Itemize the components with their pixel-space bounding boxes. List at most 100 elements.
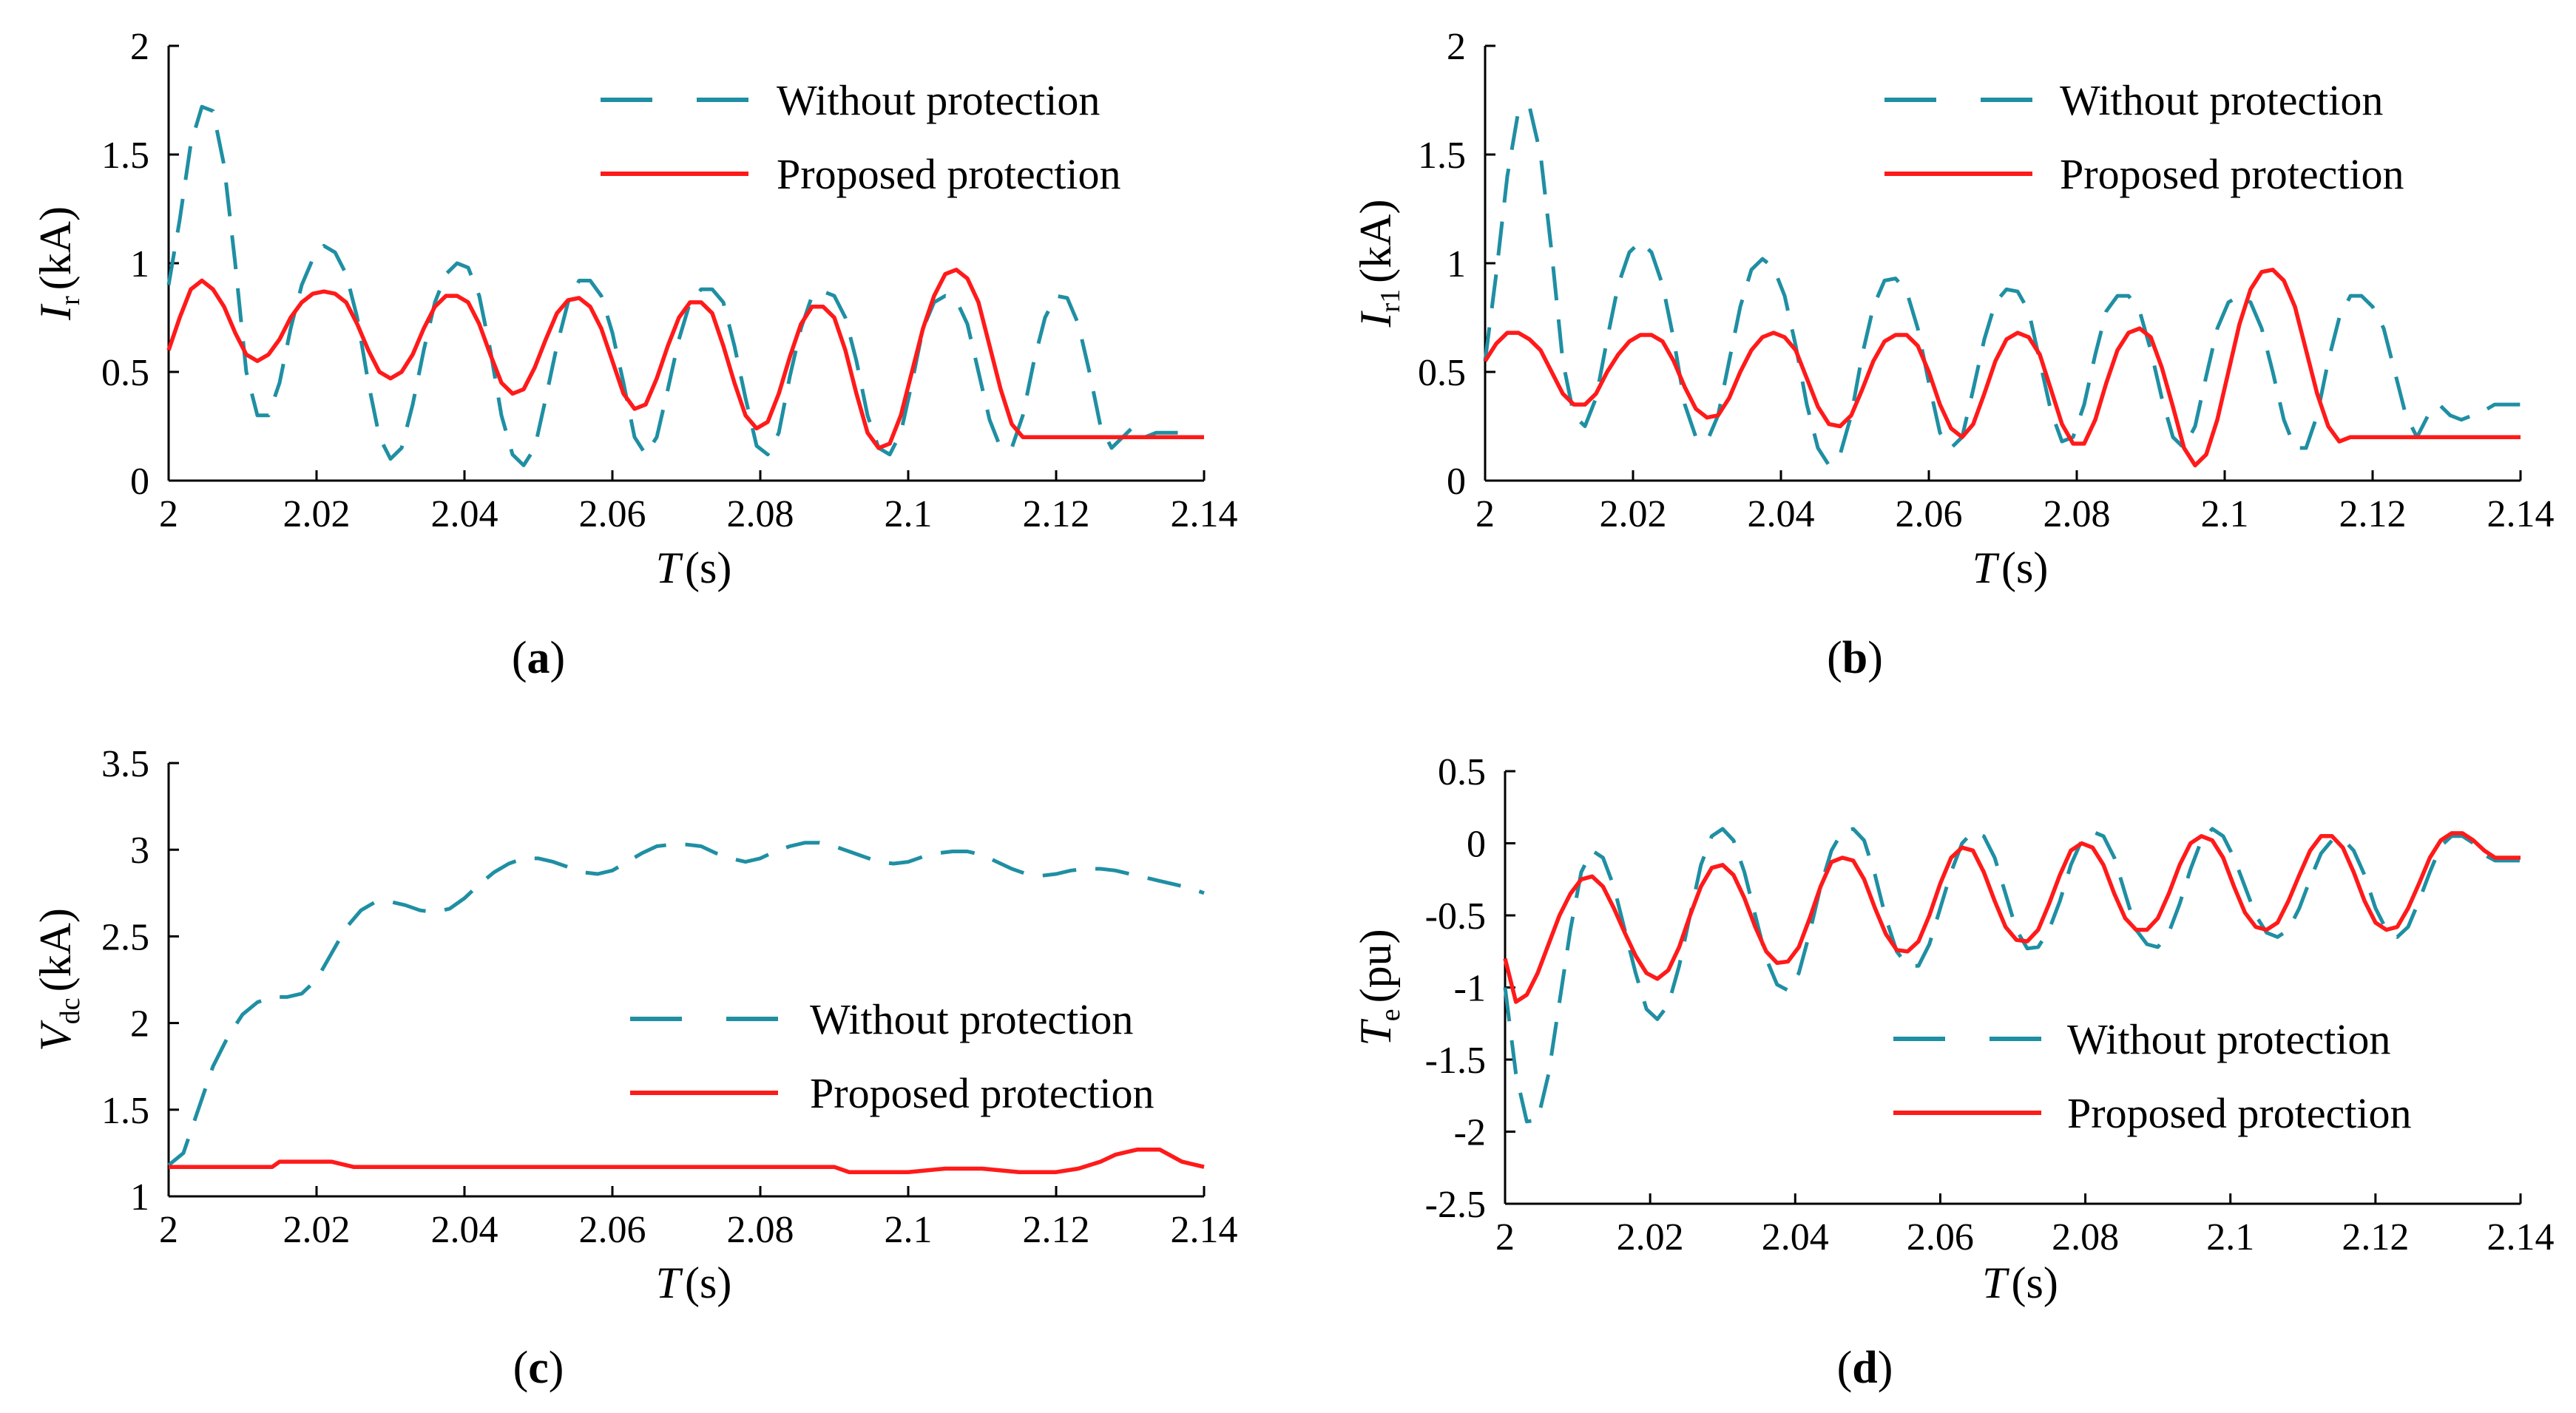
x-tick-label: 2.1 bbox=[885, 493, 933, 535]
x-tick-label: 2.02 bbox=[283, 493, 351, 535]
y-tick-label: 0 bbox=[1447, 461, 1466, 503]
x-tick-label: 2.04 bbox=[431, 493, 498, 535]
x-tick-label: 2.12 bbox=[1023, 493, 1090, 535]
caption-letter: a bbox=[527, 633, 550, 683]
chart-panel-d: 2 2.02 2.04 2.06 2.08 2.1 2.12 2.14 -2.5 -2 -1.5 -1… bbox=[1351, 751, 2555, 1393]
x-tick-label: 2.14 bbox=[2487, 493, 2555, 535]
y-tick-label: 1 bbox=[130, 1176, 149, 1219]
x-axis-label-symbol: T bbox=[1972, 543, 2000, 592]
y-axis-label-unit: (kA) bbox=[31, 908, 80, 992]
x-axis-label-unit: (s) bbox=[685, 543, 731, 592]
y-axis-label-unit: (kA) bbox=[1351, 200, 1400, 283]
x-tick-label: 2 bbox=[1495, 1216, 1515, 1258]
y-axis-label-unit: (pu) bbox=[1351, 929, 1400, 1003]
chart-panel-a: 2 2.02 2.04 2.06 2.08 2.1 2.12 2.14 0 0.5 1 1.5 2 Ir (… bbox=[31, 26, 1238, 683]
panel-caption: (c) bbox=[513, 1343, 564, 1393]
x-tick-label: 2.04 bbox=[1762, 1216, 1829, 1258]
x-tick-label: 2.06 bbox=[1907, 1216, 1974, 1258]
x-tick-label: 2 bbox=[1475, 493, 1495, 535]
y-tick-label: 3 bbox=[130, 830, 149, 872]
x-tick-label: 2.12 bbox=[1023, 1209, 1090, 1251]
series-line-proposed-protection bbox=[1503, 831, 2521, 1004]
x-tick-label: 2.04 bbox=[1748, 493, 1815, 535]
x-tick-label: 2.02 bbox=[1600, 493, 1667, 535]
x-axis-label: T (s) bbox=[656, 543, 732, 592]
x-axis-label-unit: (s) bbox=[2001, 543, 2048, 592]
y-tick-label: 2 bbox=[130, 26, 149, 68]
x-tick-label: 2.14 bbox=[1171, 1209, 1238, 1251]
legend: Without protection Proposed protection bbox=[1893, 1015, 2412, 1137]
caption-close-paren: ) bbox=[549, 1343, 564, 1393]
y-axis-label-subscript: r1 bbox=[1375, 289, 1406, 313]
caption-open-paren: ( bbox=[1827, 633, 1842, 683]
x-tick-label: 2.14 bbox=[2487, 1216, 2555, 1258]
legend: Without protection Proposed protection bbox=[630, 995, 1155, 1117]
y-axis-label-symbol: I bbox=[31, 303, 80, 321]
x-tick-label: 2.1 bbox=[2201, 493, 2249, 535]
legend-label-proposed: Proposed protection bbox=[777, 150, 1121, 198]
x-axis-label: T (s) bbox=[656, 1258, 732, 1307]
y-tick-label: 1.5 bbox=[101, 1090, 149, 1132]
x-axis-label: T (s) bbox=[1982, 1258, 2058, 1307]
x-tick-label: 2 bbox=[159, 1209, 178, 1251]
legend-label-proposed: Proposed protection bbox=[2067, 1089, 2412, 1137]
caption-letter: d bbox=[1852, 1343, 1877, 1393]
x-tick-label: 2.08 bbox=[2052, 1216, 2119, 1258]
x-tick-label: 2.02 bbox=[1617, 1216, 1684, 1258]
series-line-without-protection bbox=[1483, 104, 2521, 467]
legend: Without protection Proposed protection bbox=[601, 76, 1121, 198]
x-axis-label-unit: (s) bbox=[2012, 1258, 2058, 1307]
series-line-without-protection bbox=[166, 104, 1204, 467]
caption-letter: c bbox=[528, 1343, 549, 1393]
y-axis-label: Ir1 (kA) bbox=[1351, 200, 1406, 328]
x-tick-label: 2.08 bbox=[727, 493, 794, 535]
x-tick-label: 2.08 bbox=[2043, 493, 2111, 535]
y-tick-label: -0.5 bbox=[1425, 895, 1486, 938]
y-tick-label: -1.5 bbox=[1425, 1040, 1486, 1082]
caption-open-paren: ( bbox=[513, 1343, 529, 1393]
legend-label-proposed: Proposed protection bbox=[810, 1069, 1155, 1117]
legend-label-without: Without protection bbox=[2067, 1015, 2390, 1063]
y-axis-label-symbol: T bbox=[1351, 1019, 1400, 1046]
caption-close-paren: ) bbox=[1878, 1343, 1893, 1393]
x-axis-label-symbol: T bbox=[1982, 1258, 2009, 1307]
y-tick-label: 0.5 bbox=[1438, 751, 1486, 793]
y-tick-label: 0 bbox=[130, 461, 149, 503]
series-line-proposed-protection bbox=[1483, 268, 2521, 468]
y-axis-label-subscript: r bbox=[55, 296, 86, 305]
caption-open-paren: ( bbox=[1837, 1343, 1853, 1393]
legend: Without protection Proposed protection bbox=[1884, 76, 2404, 198]
legend-label-without: Without protection bbox=[2060, 76, 2383, 124]
y-tick-label: 3.5 bbox=[101, 743, 149, 785]
y-tick-label: 1.5 bbox=[1418, 135, 1466, 177]
y-axis-label-subscript: dc bbox=[55, 997, 86, 1024]
caption-close-paren: ) bbox=[550, 633, 566, 683]
y-tick-label: -2 bbox=[1454, 1112, 1486, 1154]
x-tick-label: 2.06 bbox=[579, 1209, 646, 1251]
y-axis-label-subscript: e bbox=[1375, 1009, 1406, 1021]
chart-panel-c: 2 2.02 2.04 2.06 2.08 2.1 2.12 2.14 1 1.5 2 2.5 3 3.5… bbox=[31, 743, 1238, 1393]
y-axis-label: Ir (kA) bbox=[31, 206, 86, 321]
panel-caption: (a) bbox=[512, 633, 565, 683]
x-tick-label: 2.12 bbox=[2342, 1216, 2409, 1258]
x-tick-label: 2 bbox=[159, 493, 178, 535]
x-tick-label: 2.06 bbox=[579, 493, 646, 535]
y-tick-label: 1.5 bbox=[101, 135, 149, 177]
legend-label-proposed: Proposed protection bbox=[2060, 150, 2404, 198]
legend-label-without: Without protection bbox=[777, 76, 1100, 124]
y-axis-label: Te (pu) bbox=[1351, 929, 1406, 1046]
x-tick-label: 2.02 bbox=[283, 1209, 351, 1251]
x-axis-label-symbol: T bbox=[656, 1258, 683, 1307]
y-tick-label: 1 bbox=[130, 243, 149, 285]
caption-letter: b bbox=[1842, 633, 1867, 683]
x-axis-label-symbol: T bbox=[656, 543, 683, 592]
x-tick-label: 2.1 bbox=[885, 1209, 933, 1251]
series-line-without-protection bbox=[167, 841, 1205, 1167]
y-axis-label-symbol: V bbox=[31, 1020, 80, 1051]
y-tick-label: 0.5 bbox=[1418, 352, 1466, 394]
y-tick-label: 2 bbox=[1447, 26, 1466, 68]
y-tick-label: 0.5 bbox=[101, 352, 149, 394]
caption-open-paren: ( bbox=[512, 633, 527, 683]
y-axis-label-unit: (kA) bbox=[31, 206, 80, 290]
